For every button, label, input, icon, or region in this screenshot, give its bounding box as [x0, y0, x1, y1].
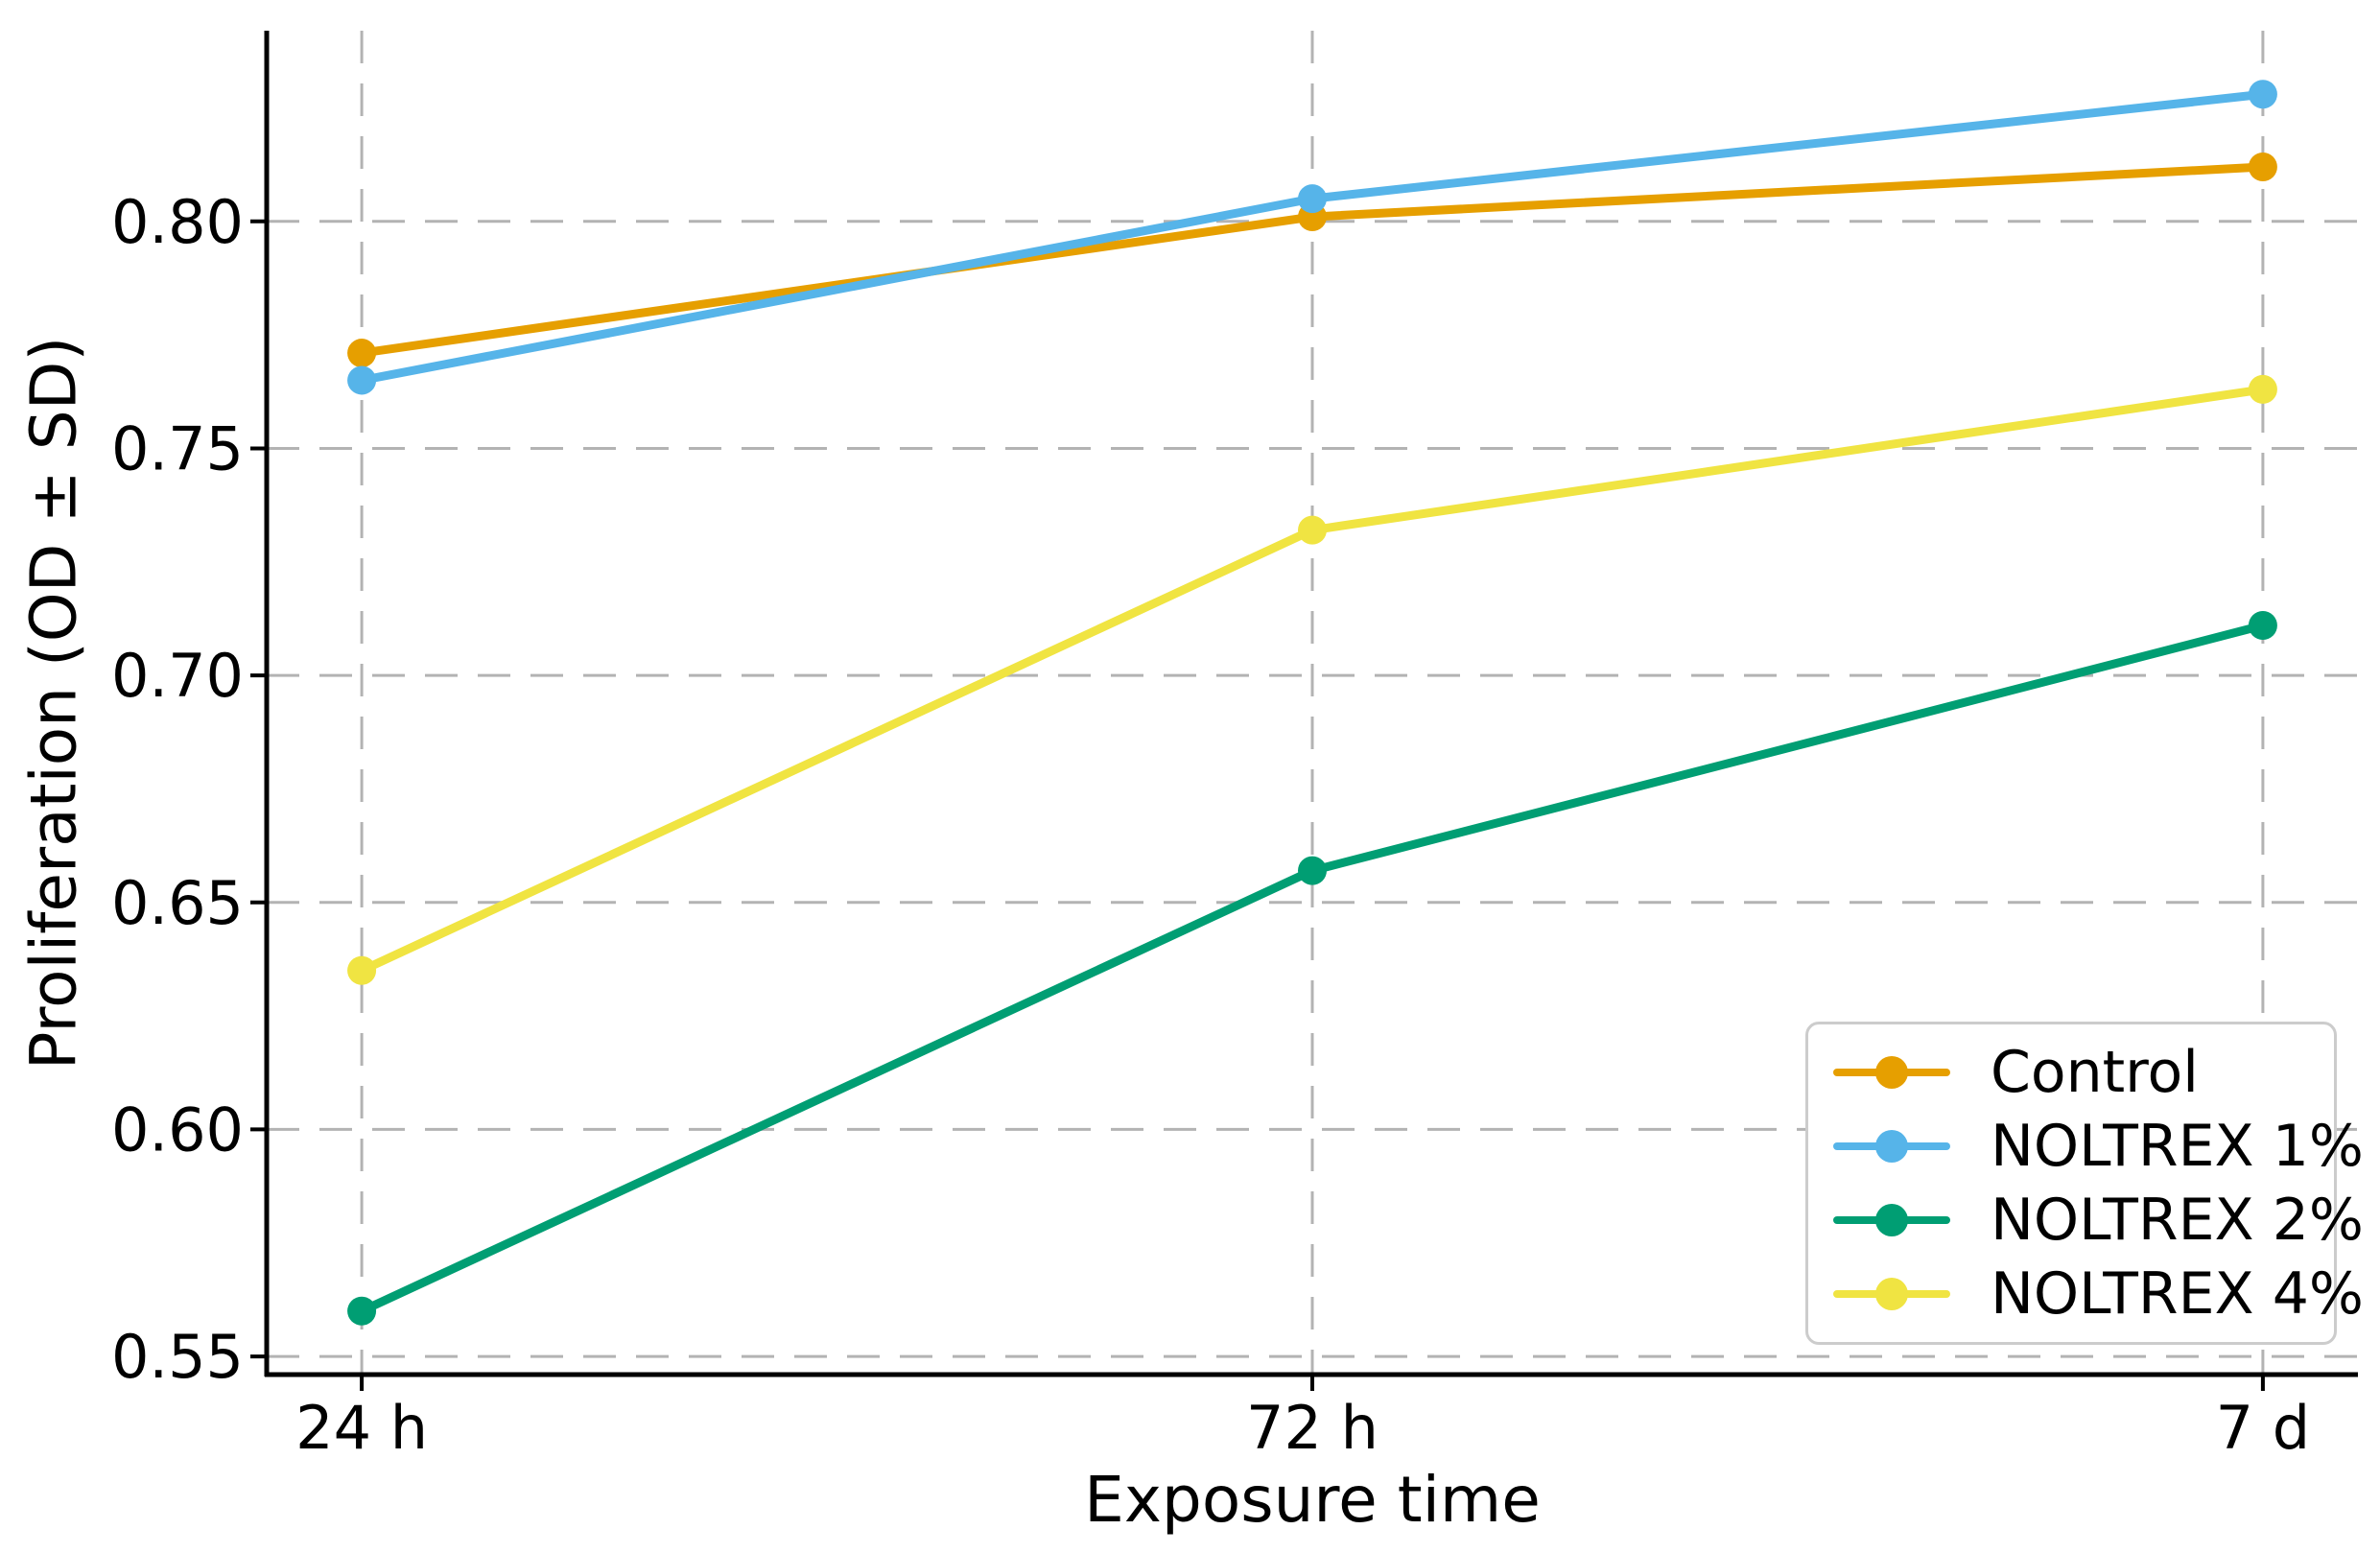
y-tick-label: 0.65 — [111, 868, 244, 938]
data-point-noltrex-1-7-d — [2248, 80, 2277, 109]
data-point-noltrex-2-24-h — [347, 1296, 377, 1326]
data-point-noltrex-1-72-h — [1298, 184, 1327, 214]
legend-item-control: Control — [1833, 1039, 2324, 1106]
legend-dot-icon — [1875, 1203, 1908, 1236]
legend-swatch-icon — [1833, 1056, 1950, 1090]
x-tick-label: 7 d — [2216, 1393, 2311, 1463]
legend-swatch-icon — [1833, 1277, 1950, 1310]
legend-item-noltrex-2: NOLTREX 2% — [1833, 1187, 2364, 1254]
data-point-noltrex-4-24-h — [347, 955, 377, 985]
y-tick-label: 0.80 — [111, 187, 244, 257]
legend-label: Control — [1991, 1039, 2199, 1107]
legend-label: NOLTREX 2% — [1991, 1186, 2364, 1254]
x-tick-label: 72 h — [1246, 1393, 1379, 1463]
data-point-noltrex-4-7-d — [2248, 374, 2277, 404]
x-axis-label: Exposure time — [1084, 1463, 1541, 1537]
data-point-noltrex-2-7-d — [2248, 611, 2277, 641]
legend-swatch-icon — [1833, 1203, 1950, 1236]
legend-dot-icon — [1875, 1056, 1908, 1090]
y-tick-label: 0.60 — [111, 1094, 244, 1165]
legend-label: NOLTREX 4% — [1991, 1259, 2364, 1328]
data-point-control-24-h — [347, 339, 377, 368]
legend-label: NOLTREX 1% — [1991, 1113, 2364, 1181]
data-point-noltrex-2-72-h — [1298, 856, 1327, 885]
legend-item-noltrex-1: NOLTREX 1% — [1833, 1113, 2364, 1180]
data-point-noltrex-4-72-h — [1298, 515, 1327, 545]
chart-legend: Control NOLTREX 1% NOLTREX 2% NOLTREX 4% — [1805, 1022, 2364, 1345]
x-tick-label: 24 h — [295, 1393, 428, 1463]
y-tick-label: 0.75 — [111, 413, 244, 483]
y-axis-label: Proliferation (OD ± SD) — [16, 336, 91, 1071]
legend-dot-icon — [1875, 1130, 1908, 1164]
legend-dot-icon — [1875, 1277, 1908, 1310]
data-point-control-7-d — [2248, 152, 2277, 181]
legend-swatch-icon — [1833, 1130, 1950, 1164]
legend-item-noltrex-4: NOLTREX 4% — [1833, 1260, 2364, 1328]
y-tick-label: 0.55 — [111, 1322, 244, 1392]
data-point-noltrex-1-24-h — [347, 365, 377, 395]
y-tick-label: 0.70 — [111, 641, 244, 711]
